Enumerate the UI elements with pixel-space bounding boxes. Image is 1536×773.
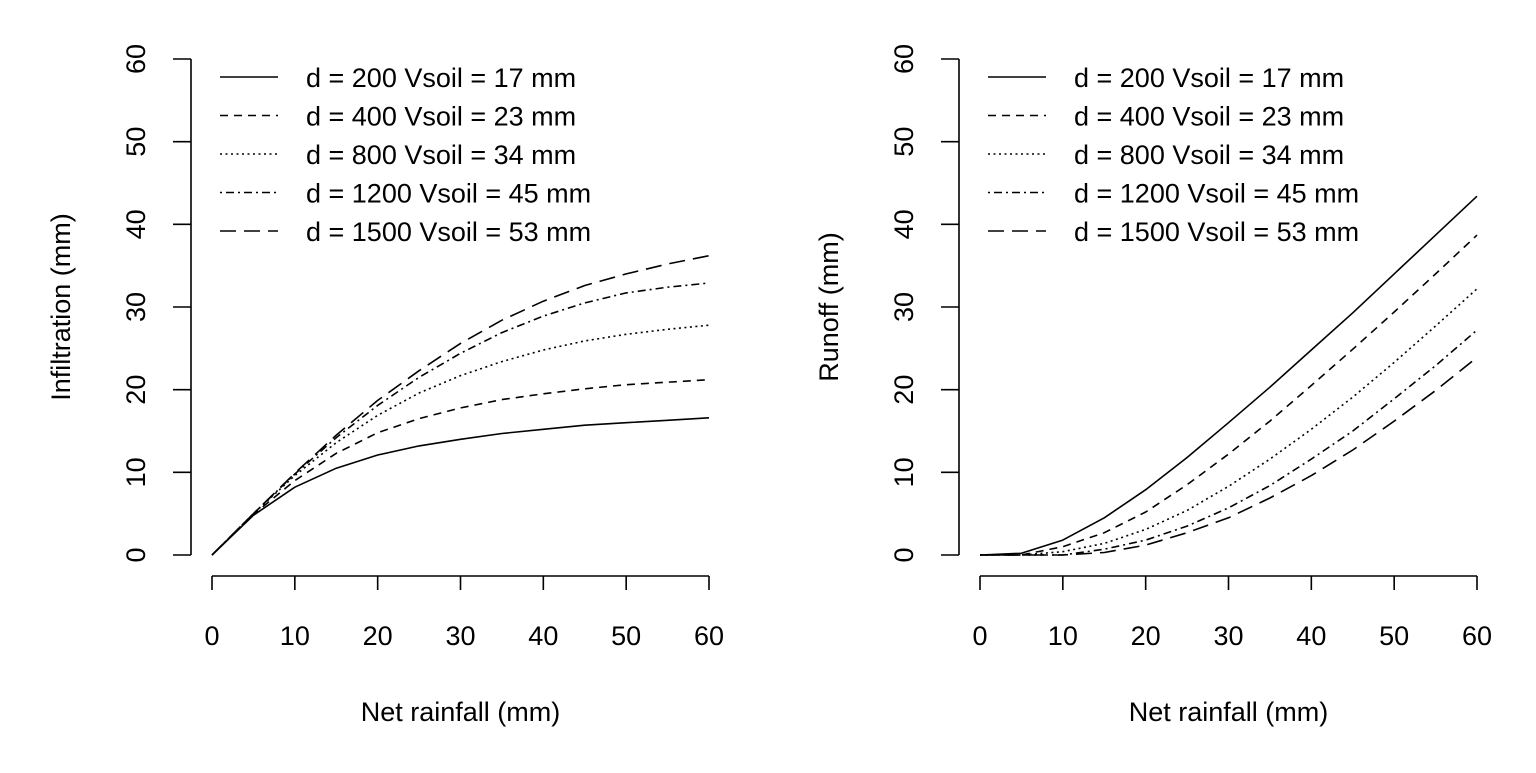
panel-1-y-tick-label: 30	[121, 292, 151, 322]
panel-1-x-axis-title: Net rainfall (mm)	[361, 697, 561, 727]
panel-1-series-line-2	[211, 378, 710, 556]
panel-2-y-tick-label: 30	[889, 292, 919, 322]
panel-1-legend-label-1: d = 200 Vsoil = 17 mm	[306, 63, 576, 93]
panel-1-y-tick-label: 60	[121, 44, 151, 74]
panel-1-legend-label-4: d = 1200 Vsoil = 45 mm	[306, 179, 591, 209]
panel-1-y-tick-label: 40	[121, 209, 151, 239]
panel-2-x-tick-label: 0	[972, 621, 987, 651]
panel-2-legend-label-3: d = 800 Vsoil = 34 mm	[1074, 140, 1344, 170]
panel-2-y-tick-label: 60	[889, 44, 919, 74]
panel-2-x-tick-label: 40	[1296, 621, 1326, 651]
panel-1-series-line-5	[211, 254, 710, 556]
panel-2-series-line-4	[980, 329, 1478, 556]
panel-1-y-tick-label: 0	[121, 547, 151, 562]
panel-1-x-tick-label: 20	[363, 621, 393, 651]
panel-1-x-tick-label: 30	[445, 621, 475, 651]
panel-2-legend-label-1: d = 200 Vsoil = 17 mm	[1074, 63, 1344, 93]
panel-2-series-line-1	[979, 195, 1478, 556]
panel-2-x-tick-label: 30	[1213, 621, 1243, 651]
panel-2-legend-label-5: d = 1500 Vsoil = 53 mm	[1074, 217, 1359, 247]
panel-2-legend-label-2: d = 400 Vsoil = 23 mm	[1074, 102, 1344, 132]
panel-2-y-tick-label: 20	[889, 375, 919, 405]
panel-2-x-axis-title: Net rainfall (mm)	[1129, 697, 1329, 727]
panel-2-y-tick-label: 50	[889, 127, 919, 157]
panel-1-x-tick-label: 10	[280, 621, 310, 651]
panel-1-series-line-1	[211, 417, 710, 556]
panel-1-series-line-3	[211, 324, 710, 556]
panel-1-legend-label-2: d = 400 Vsoil = 23 mm	[306, 102, 576, 132]
panel-2-x-tick-label: 20	[1131, 621, 1161, 651]
panel-1-x-tick-label: 0	[204, 621, 219, 651]
panel-2-x-tick-label: 10	[1048, 621, 1078, 651]
panel-2-y-tick-label: 40	[889, 209, 919, 239]
panel-1-y-tick-label: 50	[121, 127, 151, 157]
panel-2-series-line-5	[980, 356, 1478, 556]
panel-2-x-tick-label: 50	[1379, 621, 1409, 651]
panel-1-series-line-4	[211, 282, 710, 556]
panel-1-x-tick-label: 50	[611, 621, 641, 651]
panel-1-x-tick-label: 60	[694, 621, 724, 651]
panel-2-y-tick-label: 0	[889, 547, 919, 562]
panel-1-y-axis-title: Infiltration (mm)	[46, 213, 76, 401]
panel-1-y-tick-label: 10	[121, 457, 151, 487]
panel-2-x-tick-label: 60	[1462, 621, 1492, 651]
panel-2-y-tick-label: 10	[889, 457, 919, 487]
panel-2-legend-label-4: d = 1200 Vsoil = 45 mm	[1074, 179, 1359, 209]
panel-1-legend-label-5: d = 1500 Vsoil = 53 mm	[306, 217, 591, 247]
panel-2-series-line-3	[980, 288, 1478, 556]
panel-2-series-line-2	[980, 234, 1478, 556]
panel-2-y-axis-title: Runoff (mm)	[814, 232, 844, 382]
panel-1-x-tick-label: 40	[528, 621, 558, 651]
panel-1-y-tick-label: 20	[121, 375, 151, 405]
panel-1-legend-label-3: d = 800 Vsoil = 34 mm	[306, 140, 576, 170]
